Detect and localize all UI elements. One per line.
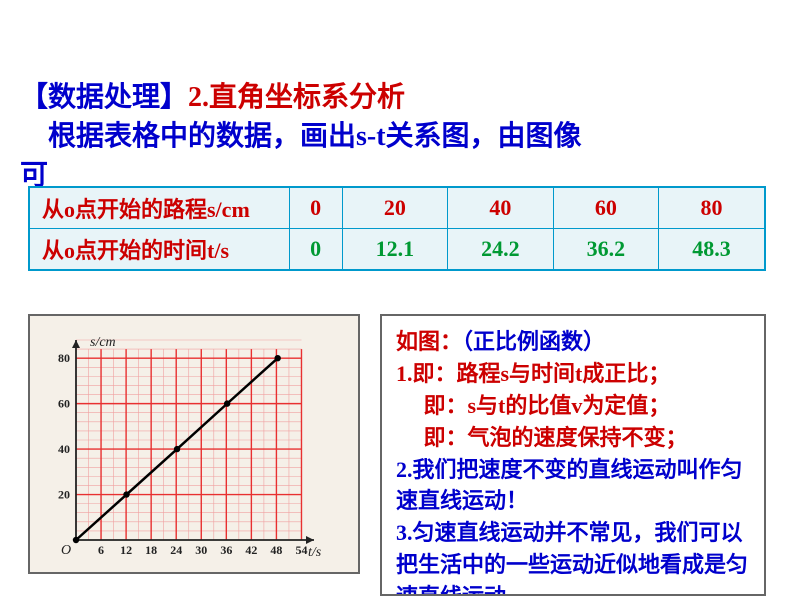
svg-text:18: 18 xyxy=(145,543,157,557)
analysis-line: 1.即：路程s与时间t成正比； xyxy=(396,358,750,390)
st-chart: 20 40 60 80 6 12 18 24 30 36 42 48 54 Os/cm t/s xyxy=(28,314,360,574)
cell: 36.2 xyxy=(553,229,658,271)
heading-line2a: 根据表格中的数据，画出s-t关系图，由图像 xyxy=(20,121,582,152)
cell: 24.2 xyxy=(448,229,553,271)
svg-text:24: 24 xyxy=(170,543,182,557)
analysis-l1b: （正比例函数） xyxy=(462,329,605,354)
svg-text:48: 48 xyxy=(270,543,282,557)
heading-title: 2.直角坐标系分析 xyxy=(188,82,405,113)
svg-text:s/cm: s/cm xyxy=(90,335,116,350)
row-label-t: 从o点开始的时间t/s xyxy=(29,229,289,271)
cell: 0 xyxy=(289,229,342,271)
analysis-line: 即：气泡的速度保持不变； xyxy=(396,422,750,454)
analysis-l1a: 如图： xyxy=(396,329,462,354)
cell: 80 xyxy=(659,187,765,229)
svg-text:t/s: t/s xyxy=(308,545,322,560)
analysis-line: 如图：（正比例函数） xyxy=(396,326,750,358)
cell: 48.3 xyxy=(659,229,765,271)
cell: 12.1 xyxy=(342,229,447,271)
table-row: 从o点开始的路程s/cm 0 20 40 60 80 xyxy=(29,187,765,229)
svg-text:60: 60 xyxy=(58,397,70,411)
cell: 40 xyxy=(448,187,553,229)
analysis-box: 如图：（正比例函数） 1.即：路程s与时间t成正比； 即：s与t的比值v为定值；… xyxy=(380,314,766,596)
cell: 60 xyxy=(553,187,658,229)
svg-text:80: 80 xyxy=(58,351,70,365)
analysis-line: 即：s与t的比值v为定值； xyxy=(396,390,750,422)
svg-text:O: O xyxy=(61,543,71,558)
analysis-line: 2.我们把速度不变的直线运动叫作匀速直线运动！ xyxy=(396,454,750,518)
data-table: 从o点开始的路程s/cm 0 20 40 60 80 从o点开始的时间t/s 0… xyxy=(28,186,766,271)
heading: 【数据处理】2.直角坐标系分析 根据表格中的数据，画出s-t关系图，由图像 可 xyxy=(20,78,774,196)
svg-text:54: 54 xyxy=(295,543,307,557)
cell: 0 xyxy=(289,187,342,229)
svg-text:20: 20 xyxy=(58,488,70,502)
cell: 20 xyxy=(342,187,447,229)
svg-text:42: 42 xyxy=(245,543,257,557)
svg-text:30: 30 xyxy=(195,543,207,557)
row-label-s: 从o点开始的路程s/cm xyxy=(29,187,289,229)
analysis-line: 3.匀速直线运动并不常见，我们可以把生活中的一些运动近似地看成是匀速直线运动。 xyxy=(396,517,750,596)
chart-svg: 20 40 60 80 6 12 18 24 30 36 42 48 54 Os/cm t/s xyxy=(36,322,354,568)
table-row: 从o点开始的时间t/s 0 12.1 24.2 36.2 48.3 xyxy=(29,229,765,271)
svg-text:36: 36 xyxy=(220,543,232,557)
heading-prefix: 【数据处理】 xyxy=(20,82,188,113)
svg-text:40: 40 xyxy=(58,442,70,456)
svg-text:6: 6 xyxy=(98,543,104,557)
svg-text:12: 12 xyxy=(120,543,132,557)
